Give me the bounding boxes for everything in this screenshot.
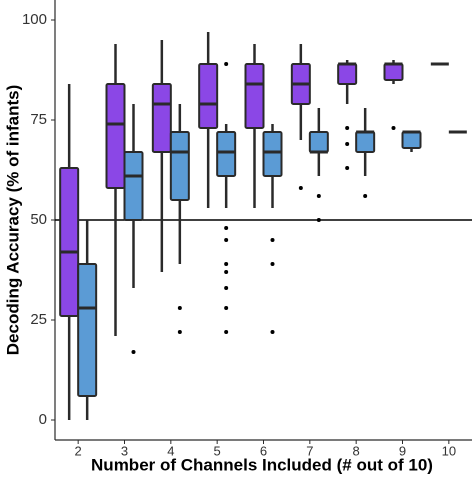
box [337,63,358,85]
outlier [270,262,275,266]
x-tick-label: 4 [167,443,174,458]
box [244,63,265,129]
box [151,83,172,153]
outlier [224,306,229,310]
box [383,63,404,81]
box [105,83,126,189]
y-tick-label: 50 [30,211,47,228]
x-tick-label: 6 [260,443,267,458]
outlier [224,270,229,274]
outlier [391,126,396,130]
outlier [363,194,368,198]
outlier [316,218,321,222]
outlier [345,166,350,170]
box [216,131,237,177]
box [123,151,144,221]
outlier [224,62,229,66]
outlier [224,238,229,242]
outlier [224,226,229,230]
outlier [345,142,350,146]
y-axis-title: Decoding Accuracy (% of infants) [3,85,22,355]
outlier [131,350,136,354]
box [59,167,80,317]
outlier [345,126,350,130]
x-tick-label: 8 [353,443,360,458]
x-tick-label: 5 [214,443,221,458]
box [77,263,98,397]
outlier [177,306,182,310]
x-tick-label: 2 [75,443,82,458]
x-tick-label: 9 [399,443,406,458]
outlier [298,186,303,190]
box [401,131,422,149]
outlier [270,238,275,242]
outlier [224,262,229,266]
outlier [177,330,182,334]
box [262,131,283,177]
outlier [270,330,275,334]
y-tick-label: 75 [30,111,47,128]
outlier [316,194,321,198]
x-tick-label: 3 [121,443,128,458]
box [169,131,190,201]
y-tick-label: 25 [30,311,47,328]
box [198,63,219,129]
y-tick-label: 100 [22,11,47,28]
outlier [224,286,229,290]
x-axis-title: Number of Channels Included (# out of 10… [91,455,433,474]
box [355,131,376,153]
y-tick-label: 0 [39,411,47,428]
box [308,131,329,153]
outlier [224,330,229,334]
x-tick-label: 10 [442,443,456,458]
x-tick-label: 7 [306,443,313,458]
